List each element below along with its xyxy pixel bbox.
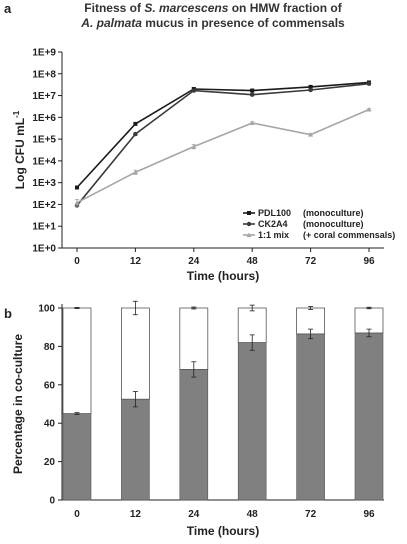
y-tick-label: 1E+2 [32, 200, 56, 211]
x-tick-label: 48 [247, 256, 259, 267]
data-point [308, 132, 314, 137]
data-point [132, 169, 138, 175]
y-tick-label: 60 [44, 380, 56, 391]
series-line-1 [76, 82, 370, 206]
legend-note: (monoculture) [303, 208, 364, 218]
y-tick-label: 0 [49, 496, 55, 507]
data-point [249, 120, 255, 125]
y-tick-label: 1E+1 [32, 222, 56, 233]
bar-segment-upper [62, 307, 92, 414]
bar-segment-lower [296, 333, 325, 501]
panel-letter-a: a [4, 1, 12, 16]
x-tick-label: 72 [305, 509, 317, 520]
x-tick-label: 0 [74, 509, 80, 520]
x-axis-label: Time (hours) [187, 269, 259, 283]
legend-label: PDL100 [258, 208, 291, 218]
legend-note: (monoculture) [303, 219, 364, 229]
panel-a-line-chart: a Fitness of S. marcescens on HMW fractio… [4, 1, 395, 283]
legend-label: 1:1 mix [258, 230, 289, 240]
data-point [308, 87, 313, 93]
panel-b-stacked-bar-chart: b 0 20 40 60 80 100 0 12 24 48 72 96 Time (hours) Perc… [4, 300, 384, 538]
series-line-0 [76, 81, 370, 189]
x-tick-label: 24 [188, 509, 200, 520]
y-tick-label: 40 [44, 419, 56, 430]
x-tick-label: 96 [363, 509, 375, 520]
legend-label: CK2A4 [258, 219, 288, 229]
title-segment: mucus in presence of commensals [142, 16, 345, 30]
x-tick-label: 12 [130, 256, 142, 267]
data-point [75, 185, 79, 190]
x-tick-label: 72 [305, 256, 317, 267]
x-axis-label: Time (hours) [187, 524, 259, 538]
chart-title-line: Fitness of S. marcescens on HMW fraction… [84, 1, 342, 15]
panel-letter-b: b [4, 306, 12, 321]
bar-segment-lower [237, 342, 267, 501]
data-point [74, 200, 80, 205]
y-tick-label: 1E+7 [32, 91, 56, 102]
y-axis-label-superscript: -1 [12, 110, 21, 118]
data-point [366, 81, 372, 86]
series-line-2 [76, 108, 370, 204]
x-tick-label: 24 [188, 256, 200, 267]
legend-marker [246, 232, 252, 237]
data-point [191, 144, 197, 149]
data-point [191, 88, 196, 93]
y-axis-label: Percentage in co-culture [11, 334, 25, 474]
legend-marker [246, 221, 252, 227]
chart-title-line: A. palmata mucus in presence of commensa… [80, 16, 345, 30]
y-tick-label: 1E+5 [32, 135, 56, 146]
bar-segment-lower [354, 332, 384, 501]
bar-segment-lower [62, 413, 92, 501]
data-point [250, 88, 255, 93]
y-tick-label: 1E+9 [32, 48, 56, 59]
x-tick-label: 96 [363, 256, 375, 267]
y-tick-label: 20 [44, 457, 56, 468]
bar-segment-upper [179, 307, 209, 370]
legend-marker [247, 211, 251, 215]
title-segment: A. palmata [80, 16, 142, 30]
bar-segment-lower [121, 398, 150, 501]
y-tick-label: 80 [44, 342, 56, 353]
title-segment: S. marcescens [144, 1, 228, 15]
y-axis-label: Log CFU mL-1 [12, 110, 27, 189]
title-segment: on HMW fraction of [228, 1, 342, 15]
y-tick-label: 1E+6 [32, 113, 56, 124]
x-tick-label: 12 [130, 509, 142, 520]
x-tick-label: 48 [247, 509, 259, 520]
y-axis-label-text: Log CFU mL [13, 118, 27, 189]
y-tick-label: 100 [38, 304, 55, 315]
data-point [308, 84, 313, 89]
bar-segment-lower [179, 369, 209, 501]
y-tick-label: 1E+3 [32, 178, 56, 189]
data-point [133, 131, 138, 137]
data-point [366, 106, 372, 112]
x-tick-label: 0 [74, 256, 80, 267]
title-segment: Fitness of [84, 1, 144, 15]
legend-note: (+ coral commensals) [303, 230, 395, 240]
y-tick-label: 1E+4 [32, 156, 56, 167]
y-tick-label: 1E+0 [32, 244, 56, 255]
bar-segment-upper [121, 307, 150, 400]
data-point [250, 92, 255, 97]
data-point [133, 121, 138, 126]
y-tick-label: 1E+8 [32, 69, 56, 80]
